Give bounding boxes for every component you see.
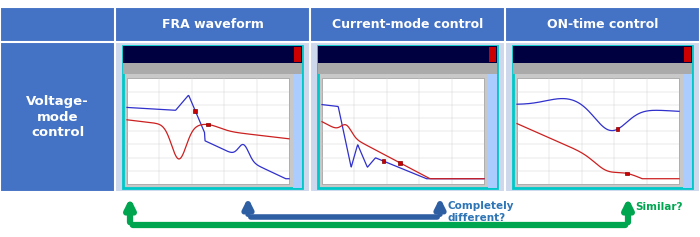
Bar — [293, 74, 302, 188]
Bar — [318, 46, 497, 188]
Text: ON-time control: ON-time control — [547, 18, 658, 31]
Bar — [625, 172, 629, 175]
Bar — [382, 160, 385, 163]
Bar — [0, 7, 115, 192]
Bar — [684, 47, 691, 62]
Bar — [513, 46, 692, 63]
Text: Current-mode control: Current-mode control — [332, 18, 483, 31]
Text: Voltage-
mode
control: Voltage- mode control — [26, 96, 89, 138]
Text: Similar?: Similar? — [635, 202, 682, 212]
Bar — [683, 74, 692, 188]
Bar — [513, 46, 692, 188]
Bar — [322, 78, 484, 184]
Bar — [513, 63, 692, 74]
Bar — [616, 127, 620, 131]
Bar — [318, 46, 497, 63]
Text: Completely
different?: Completely different? — [448, 201, 514, 223]
Bar — [123, 46, 302, 188]
Bar — [398, 161, 402, 165]
Bar — [489, 47, 496, 62]
Bar — [517, 78, 679, 184]
Bar — [123, 46, 302, 63]
Text: FRA waveform: FRA waveform — [162, 18, 263, 31]
Bar — [0, 7, 700, 42]
Bar — [123, 63, 302, 74]
Bar — [127, 78, 289, 184]
Bar — [488, 74, 497, 188]
Bar — [0, 7, 700, 192]
Bar — [294, 47, 301, 62]
Bar — [318, 63, 497, 74]
Bar — [193, 109, 197, 113]
Bar — [206, 123, 210, 126]
